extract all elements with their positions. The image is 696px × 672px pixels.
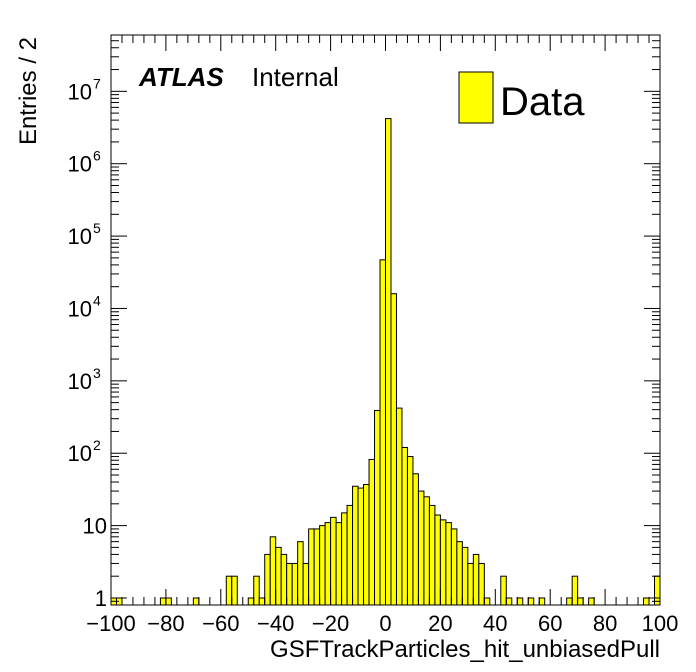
histogram-bin (439, 519, 447, 606)
histogram-bin (302, 562, 310, 606)
y-tick-exponent: 5 (93, 220, 101, 236)
histogram-bin (159, 597, 167, 606)
histogram-bin (445, 522, 452, 606)
y-tick-label: 10 (68, 369, 92, 394)
y-tick-label: 10 (68, 296, 92, 321)
legend-label-data: Data (500, 80, 585, 124)
histogram-bin (308, 528, 315, 606)
histogram-bin (516, 597, 524, 606)
histogram-bin (330, 516, 337, 606)
y-tick-exponent: 7 (93, 75, 101, 91)
histogram-bin (368, 458, 376, 606)
atlas-label: ATLAS (138, 62, 224, 92)
y-tick-exponent: 4 (93, 292, 101, 308)
histogram-bin (571, 575, 579, 606)
histogram-bin (478, 562, 485, 606)
x-tick-label: 60 (538, 611, 562, 636)
y-tick-label: 1 (95, 586, 107, 611)
x-tick-label: −60 (202, 611, 239, 636)
histogram-bin (385, 118, 392, 606)
legend-swatch (458, 71, 494, 124)
x-tick-label: 100 (642, 611, 679, 636)
histogram-bin (401, 446, 408, 606)
y-tick-label: 10 (83, 514, 107, 539)
x-tick-label: −80 (147, 611, 184, 636)
histogram-bin (417, 490, 425, 606)
histogram-bin (319, 525, 326, 606)
histogram-bin (269, 536, 277, 606)
y-axis-title: Entries / 2 (15, 37, 42, 145)
histogram-bin (291, 562, 299, 606)
histogram-bin (258, 597, 266, 606)
histogram-bin (165, 597, 172, 606)
histogram-bin (472, 553, 480, 606)
x-tick-label: −20 (312, 611, 349, 636)
histogram-bin (412, 473, 419, 606)
histogram-bin (253, 575, 260, 606)
histogram-bin (643, 597, 650, 606)
histogram-bin (192, 597, 200, 606)
histogram-bin (423, 496, 430, 606)
x-tick-label: −40 (257, 611, 294, 636)
y-tick-label: 10 (68, 441, 92, 466)
histogram-bin (275, 546, 282, 606)
y-tick-exponent: 3 (93, 365, 101, 381)
histogram-bin (363, 483, 370, 606)
histogram-bin (456, 541, 463, 606)
y-tick-label: 10 (68, 224, 92, 249)
x-tick-label: 40 (483, 611, 507, 636)
histogram-bin (247, 597, 255, 606)
y-tick-label: 10 (68, 152, 92, 177)
histogram-bin (654, 575, 661, 606)
histogram-bin (505, 597, 513, 606)
histogram-bin (566, 597, 573, 606)
histogram-bin (374, 409, 381, 606)
histogram-bin (588, 597, 595, 606)
histogram-bin (357, 487, 365, 606)
histogram-bin (461, 546, 469, 606)
histogram-bin (225, 575, 233, 606)
histogram-bin (286, 562, 293, 606)
histogram-bin (406, 456, 414, 606)
histogram-bin (467, 562, 474, 606)
histogram-bin (450, 528, 458, 606)
x-tick-label: −100 (86, 611, 136, 636)
histogram-bin (379, 259, 387, 606)
x-tick-label: 0 (379, 611, 391, 636)
histogram-bin (335, 522, 343, 606)
histogram-bin (577, 597, 584, 606)
x-tick-label: 20 (428, 611, 452, 636)
histogram-bin (428, 504, 436, 606)
y-tick-exponent: 2 (93, 437, 101, 453)
histogram-bin (527, 597, 535, 606)
histogram-bin (264, 553, 271, 606)
y-tick-label: 10 (68, 79, 92, 104)
histogram-bin (297, 541, 304, 606)
axis-ticks (110, 34, 661, 606)
internal-label: Internal (252, 62, 339, 92)
x-axis-title: GSFTrackParticles_hit_unbiasedPull (270, 636, 660, 663)
histogram-bin (395, 407, 403, 606)
histogram-bin (390, 293, 397, 606)
histogram-bin (483, 597, 491, 606)
histogram-bin (313, 528, 321, 606)
plot-frame (110, 34, 661, 606)
y-tick-exponent: 6 (93, 148, 101, 164)
histogram-bin (324, 522, 332, 606)
histogram-bin (352, 485, 359, 606)
histogram-bin (538, 597, 546, 606)
histogram-bin (500, 575, 507, 606)
histogram-bin (434, 514, 441, 606)
histogram-bin (280, 553, 288, 606)
histogram-bin (341, 512, 348, 606)
legend: Data (458, 71, 585, 124)
histogram-bin (346, 504, 354, 606)
x-tick-label: 80 (593, 611, 617, 636)
histogram-bin (231, 575, 238, 606)
